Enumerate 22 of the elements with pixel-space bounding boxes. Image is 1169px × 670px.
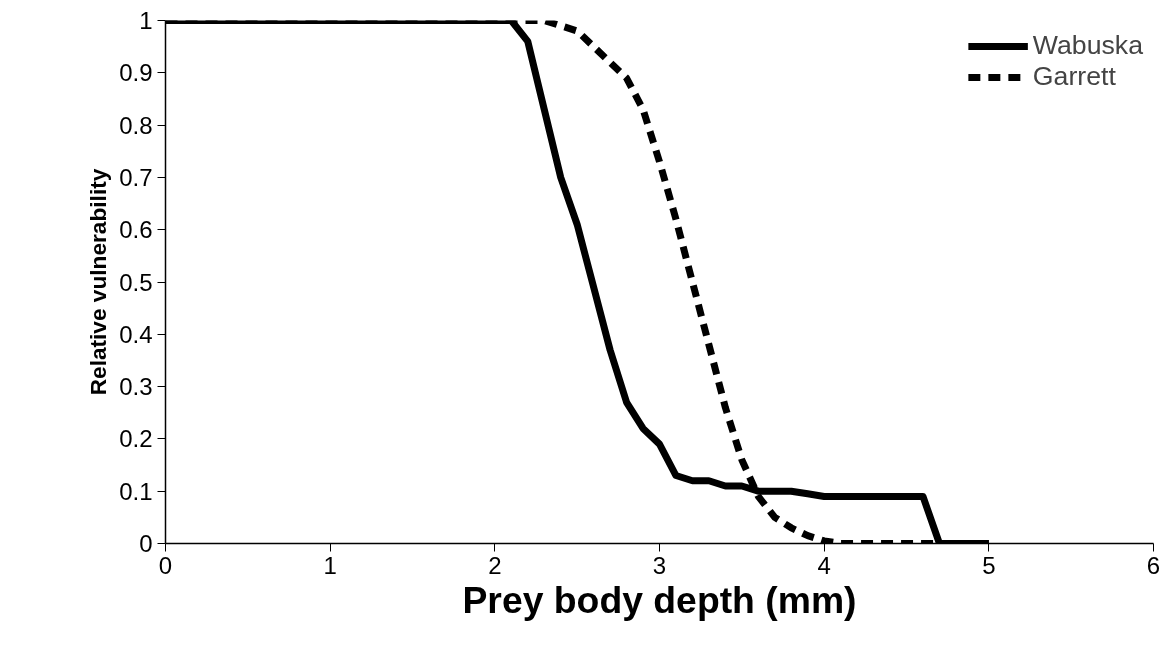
y-tick-label: 0 (139, 530, 153, 557)
y-tick-label: 0.1 (119, 477, 153, 505)
y-tick-label: 0.4 (119, 320, 153, 348)
legend-label: Garrett (1032, 61, 1116, 92)
y-tick-label: 1 (139, 7, 153, 34)
legend-label: Wabuska (1032, 30, 1143, 61)
y-axis-title: Relative vulnerability (85, 168, 112, 396)
y-tick-label: 0.2 (119, 425, 153, 453)
x-tick-label: 4 (817, 551, 831, 579)
x-tick-label: 6 (1146, 551, 1161, 579)
x-tick-label: 1 (323, 551, 337, 579)
y-tick-label: 0.9 (119, 59, 153, 87)
x-tick-label: 3 (652, 551, 667, 579)
x-axis-title: Prey body depth (mm) (462, 578, 857, 621)
x-tick-label: 2 (488, 551, 502, 579)
y-tick-label: 0.5 (119, 268, 153, 296)
x-tick-label: 0 (158, 551, 173, 579)
y-tick-label: 0.8 (119, 111, 153, 139)
y-tick-label: 0.3 (119, 373, 153, 401)
y-tick-label: 0.7 (119, 163, 153, 191)
y-tick-label: 0.6 (119, 216, 153, 244)
x-tick-label: 5 (982, 551, 996, 579)
